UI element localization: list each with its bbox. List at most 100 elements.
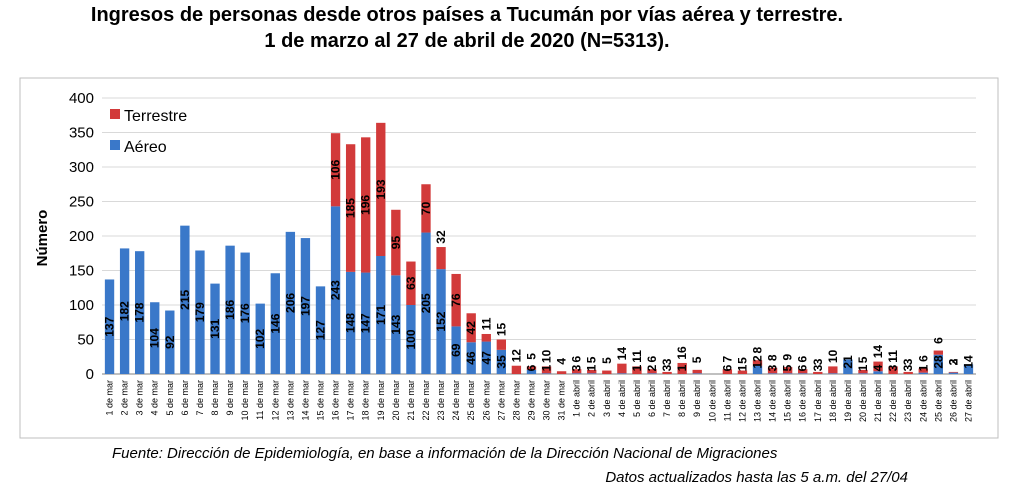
bar-aereo — [587, 373, 597, 374]
bar-terrestre — [451, 273, 461, 327]
bar-aereo — [210, 283, 220, 374]
data-label-aereo: 178 — [133, 302, 147, 322]
bar-terrestre — [752, 360, 763, 366]
data-label-terrestre: 8 — [751, 347, 765, 354]
x-tick-label: 7 de abril — [662, 380, 672, 417]
bar-terrestre — [903, 371, 913, 374]
bar-aereo — [858, 373, 868, 374]
data-label-terrestre: 16 — [675, 346, 689, 360]
data-label-aereo: 243 — [329, 280, 343, 300]
x-tick-label: 23 de mar — [436, 380, 446, 421]
data-label-terrestre: 6 — [796, 356, 810, 363]
data-label-aereo: 152 — [434, 311, 448, 331]
data-label-terrestre: 70 — [419, 201, 433, 215]
bar-aereo — [481, 341, 491, 374]
data-label-extra: 3 — [901, 364, 915, 371]
x-tick-label: 16 de abril — [798, 380, 808, 422]
x-tick-label: 8 de mar — [210, 380, 220, 416]
bar-terrestre — [798, 369, 808, 374]
data-label-aereo: 12 — [751, 355, 765, 369]
x-tick-label: 12 de abril — [737, 380, 747, 422]
y-tick-label: 0 — [86, 366, 94, 383]
x-tick-label: 29 de mar — [526, 380, 536, 421]
data-label-extra: 6 — [796, 364, 810, 371]
data-label-extra: 3 — [766, 364, 780, 371]
x-tick-label: 3 de mar — [135, 380, 145, 416]
bar-terrestre — [436, 247, 446, 270]
data-label-terrestre: 3 — [811, 358, 825, 365]
data-label-extra: 3 — [886, 364, 900, 371]
bar-aereo — [225, 245, 235, 374]
x-tick-label: 25 de mar — [466, 380, 476, 421]
x-tick-label: 24 de abril — [918, 380, 928, 422]
bar-terrestre — [361, 137, 371, 273]
data-label-aereo: 179 — [193, 302, 207, 322]
bar-aereo — [798, 373, 808, 374]
x-tick-label: 16 de mar — [331, 380, 341, 421]
x-tick-label: 9 de abril — [692, 380, 702, 417]
bar-terrestre — [556, 371, 567, 374]
bar-aereo — [361, 272, 371, 374]
data-label-aereo: 46 — [464, 351, 478, 365]
data-label-aereo: 21 — [841, 355, 855, 369]
data-label-aereo: 69 — [449, 343, 463, 357]
data-label-extra: 1 — [916, 364, 930, 371]
data-label-extra: 4 — [871, 364, 885, 371]
data-label-aereo: 186 — [223, 299, 237, 319]
data-label-extra: 1 — [675, 364, 689, 371]
bar-aereo — [406, 305, 416, 374]
bar-terrestre — [873, 361, 883, 372]
x-tick-label: 15 de mar — [316, 380, 326, 421]
bar-terrestre — [345, 144, 356, 272]
bar-aereo — [104, 279, 115, 374]
data-label-terrestre: 5 — [585, 356, 599, 363]
bar-aereo — [180, 225, 190, 374]
bar-aereo — [782, 373, 793, 374]
data-label-aereo: 127 — [314, 320, 328, 340]
data-label-aereo: 100 — [404, 329, 418, 349]
x-tick-label: 10 de abril — [707, 380, 717, 422]
data-label-extra: 5 — [781, 364, 795, 371]
data-label-terrestre: 10 — [540, 349, 554, 363]
data-label-extra: 6 — [524, 364, 538, 371]
data-label-extra: 1 — [585, 364, 599, 371]
bar-terrestre — [406, 261, 416, 305]
data-label-aereo: 182 — [118, 301, 132, 321]
bar-terrestre — [511, 365, 522, 374]
data-label-terrestre: 6 — [916, 355, 930, 362]
data-label-extra: 1 — [735, 364, 749, 371]
bar-aereo — [391, 275, 401, 374]
data-label-aereo: 92 — [163, 335, 177, 349]
x-tick-label: 19 de abril — [843, 380, 853, 422]
bar-aereo — [541, 373, 552, 374]
data-label-terrestre: 6 — [645, 356, 659, 363]
x-tick-label: 15 de abril — [783, 380, 793, 422]
bar-aereo — [692, 373, 702, 374]
x-tick-label: 17 de mar — [346, 380, 356, 421]
data-label-terrestre: 6 — [931, 337, 945, 344]
bar-terrestre — [466, 313, 476, 343]
x-tick-label: 1 de mar — [105, 380, 115, 416]
bar-aereo — [255, 303, 265, 374]
data-label-terrestre: 11 — [479, 317, 493, 330]
data-label-terrestre: 106 — [329, 159, 343, 179]
data-label-aereo: 171 — [374, 305, 388, 325]
bar-terrestre — [933, 350, 943, 355]
data-label-terrestre: 3 — [660, 358, 674, 365]
data-label-aereo: 205 — [419, 293, 433, 313]
bar-aereo — [948, 372, 959, 374]
bar-aereo — [270, 273, 280, 374]
bar-terrestre — [572, 369, 582, 374]
x-tick-label: 18 de abril — [828, 380, 838, 422]
bar-aereo — [195, 250, 205, 374]
x-axis: 1 de mar 2 de mar 3 de mar 4 de mar 5 de mar… — [105, 380, 974, 422]
x-tick-label: 25 de abril — [933, 380, 943, 422]
bar-terrestre — [782, 367, 793, 374]
y-tick-label: 100 — [69, 297, 94, 314]
data-label-aereo: 197 — [298, 296, 312, 316]
source-note: Fuente: Dirección de Epidemiología, en b… — [112, 445, 778, 462]
bar-aereo — [240, 252, 250, 374]
x-tick-label: 8 de abril — [677, 380, 687, 417]
x-tick-label: 11 de mar — [255, 380, 265, 420]
